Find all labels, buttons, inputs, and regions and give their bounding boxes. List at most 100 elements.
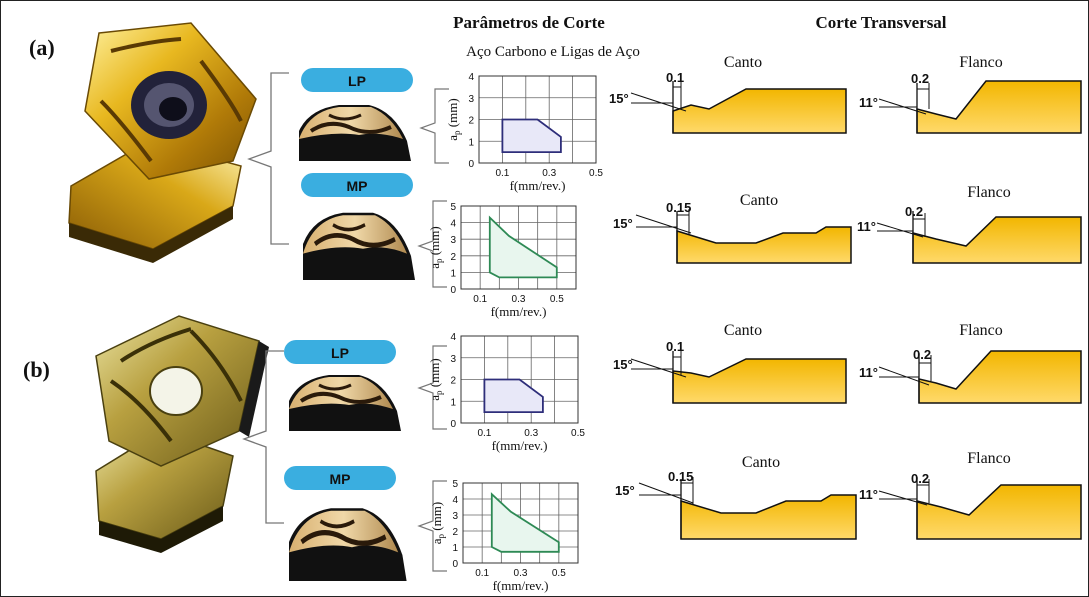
- x-tick-label: 0.1: [477, 428, 491, 439]
- corner-land-b-lp: 0.1: [666, 339, 684, 354]
- corner-title-b-mp: Canto: [742, 454, 780, 471]
- chart-lp-a: 0 1 2 3 4 0.1 0.3 0.5 f(mm/rev.) ap (mm): [445, 72, 603, 193]
- x-axis-label: f(mm/rev.): [491, 304, 547, 319]
- operating-region: [483, 378, 544, 414]
- panel-a-brace: [247, 72, 289, 245]
- chart-frame: [460, 335, 579, 424]
- brace-lp-a: [419, 88, 449, 164]
- svg-text:LP: LP: [348, 73, 366, 89]
- y-tick-label: 1: [468, 137, 474, 148]
- y-tick-label: 1: [450, 268, 456, 279]
- x-tick-label: 0.5: [571, 428, 585, 439]
- corner-title-a-lp: Canto: [724, 54, 762, 71]
- y-tick-label: 5: [452, 479, 458, 490]
- brace-mp-a: [417, 200, 447, 288]
- x-tick-label: 0.5: [589, 168, 603, 179]
- x-axis-label: f(mm/rev.): [510, 178, 566, 193]
- y-tick-label: 1: [450, 397, 456, 408]
- chart-frame: [478, 75, 597, 164]
- parameters-title: Parâmetros de Corte: [453, 13, 605, 32]
- y-axis-label: ap (mm): [427, 226, 444, 268]
- corner-angle-a-mp: 15°: [613, 216, 633, 231]
- chart-mp-b: 0 1 2 3 4 5 0.1 0.3 0.5f(mm/rev.) ap (mm): [429, 479, 579, 593]
- panel-b-brace: [242, 350, 284, 524]
- flank-angle-b-lp: 11°: [859, 365, 878, 380]
- x-tick-label: 0.3: [514, 568, 528, 579]
- flank-land-b-mp: 0.2: [911, 471, 929, 486]
- x-tick-label: 0.1: [495, 168, 509, 179]
- flank-title-a-mp: Flanco: [967, 184, 1011, 201]
- chart-frame: [462, 482, 579, 564]
- flank-title-b-lp: Flanco: [959, 322, 1003, 339]
- y-axis-label: ap (mm): [445, 98, 462, 140]
- y-tick-label: 3: [450, 354, 456, 365]
- y-tick-label: 2: [450, 252, 456, 263]
- chart-frame: [460, 205, 577, 290]
- chart-mp-a: 0 1 2 3 4 5 0.1 0.3 0.5f(mm/rev.) ap (mm): [427, 202, 577, 319]
- brace-mp-b: [417, 480, 447, 572]
- svg-text:LP: LP: [331, 345, 349, 361]
- x-tick-label: 0.5: [552, 568, 566, 579]
- flank-angle-a-mp: 11°: [857, 219, 876, 234]
- y-tick-label: 3: [468, 94, 474, 105]
- pill-mp-a: MP: [301, 173, 413, 197]
- x-axis-label: f(mm/rev.): [492, 438, 548, 453]
- flank-land-a-mp: 0.2: [905, 204, 923, 219]
- y-tick-label: 2: [468, 116, 474, 127]
- parameters-subtitle: Aço Carbono e Ligas de Aço: [466, 44, 640, 60]
- y-tick-label: 1: [452, 543, 458, 554]
- y-tick-label: 2: [450, 376, 456, 387]
- flank-profile-b-lp: [878, 350, 1082, 404]
- corner-land-b-mp: 0.15: [668, 469, 693, 484]
- insert-photo-a: [68, 22, 257, 263]
- y-tick-label: 0: [450, 285, 456, 296]
- insert-tip-lp-b: [287, 373, 403, 433]
- corner-title-a-mp: Canto: [740, 192, 778, 209]
- corner-profile-a-mp: [635, 209, 852, 264]
- y-tick-label: 0: [450, 419, 456, 430]
- pill-mp-b: MP: [284, 466, 396, 490]
- y-tick-label: 4: [450, 332, 456, 343]
- x-tick-label: 0.1: [475, 568, 489, 579]
- flank-title-b-mp: Flanco: [967, 450, 1011, 467]
- panel-b-label: (b): [23, 357, 50, 382]
- y-tick-label: 5: [450, 202, 456, 213]
- svg-text:MP: MP: [347, 178, 368, 194]
- flank-angle-a-lp: 11°: [859, 95, 878, 110]
- corner-profile-b-lp: [630, 351, 847, 404]
- brace-lp-b: [417, 345, 447, 430]
- y-tick-label: 3: [452, 511, 458, 522]
- operating-region: [490, 492, 560, 553]
- flank-profile-a-lp: [878, 80, 1082, 134]
- chart-lp-b: 0 1 2 3 4 0.1 0.3 0.5 f(mm/rev.) ap (mm): [427, 332, 585, 453]
- svg-text:MP: MP: [330, 471, 351, 487]
- y-tick-label: 2: [452, 527, 458, 538]
- x-tick-label: 0.1: [473, 294, 487, 305]
- flank-profile-b-mp: [878, 477, 1082, 540]
- y-tick-label: 3: [450, 235, 456, 246]
- operating-region: [488, 215, 558, 279]
- insert-tip-lp-a: [297, 103, 413, 163]
- insert-photo-b: [95, 315, 269, 553]
- x-tick-label: 0.3: [542, 168, 556, 179]
- y-tick-label: 0: [452, 559, 458, 570]
- corner-angle-a-lp: 15°: [609, 91, 629, 106]
- flank-land-a-lp: 0.2: [911, 71, 929, 86]
- cross-section-title: Corte Transversal: [815, 13, 946, 32]
- corner-angle-b-mp: 15°: [615, 483, 635, 498]
- y-tick-label: 4: [468, 72, 474, 83]
- flank-title-a-lp: Flanco: [959, 54, 1003, 71]
- corner-title-b-lp: Canto: [724, 322, 762, 339]
- y-tick-label: 0: [468, 159, 474, 170]
- corner-angle-b-lp: 15°: [613, 357, 633, 372]
- flank-angle-b-mp: 11°: [859, 487, 878, 502]
- pill-lp-b: LP: [284, 340, 396, 364]
- corner-profile-b-mp: [638, 477, 857, 540]
- corner-land-a-mp: 0.15: [666, 200, 691, 215]
- pill-lp-a: LP: [301, 68, 413, 92]
- panel-a-label: (a): [29, 35, 55, 60]
- insert-tip-mp-b: [289, 508, 407, 581]
- x-tick-label: 0.3: [524, 428, 538, 439]
- x-tick-label: 0.5: [550, 294, 564, 305]
